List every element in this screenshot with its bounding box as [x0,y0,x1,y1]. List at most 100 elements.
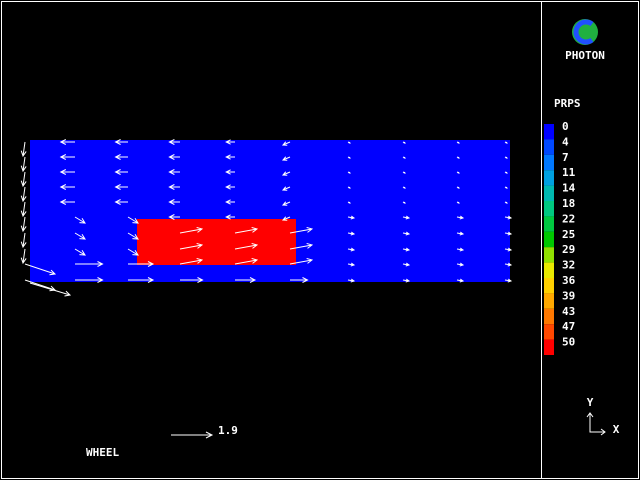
logo: PHOTON [565,19,605,62]
legend-swatch [544,185,554,201]
vector [456,247,465,252]
vector [456,231,465,236]
vector [456,215,465,220]
legend-label: 39 [562,289,575,302]
vector [289,226,314,234]
vector [504,171,508,174]
vector [402,215,411,220]
vector [402,201,406,204]
vector [20,141,27,158]
legend-swatch [544,339,554,355]
vector [20,186,27,203]
legend-label: 0 [562,120,569,133]
vector [347,186,351,189]
object-label: WHEEL [86,446,119,459]
vector [168,139,180,145]
vector [402,278,411,283]
vector [59,139,75,145]
legend-label: 43 [562,305,575,318]
vector [281,201,291,206]
vector [347,141,351,144]
vector [59,169,75,175]
legend-swatch [544,324,554,340]
vector [289,257,314,265]
legend-label: 25 [562,228,575,241]
vector [456,156,460,159]
vector [347,215,356,220]
vector [290,277,309,283]
vector [234,226,259,234]
vector [456,262,465,267]
vector [114,154,128,160]
vector [59,154,75,160]
vector [59,184,75,190]
vector [234,242,259,250]
vector [456,201,460,204]
vector [114,184,128,190]
axis-triad [586,412,606,436]
vector [281,216,291,221]
vector [456,141,460,144]
legend-swatch [544,231,554,248]
legend-title: PRPS [554,97,581,110]
vector [127,216,139,224]
vector [504,215,513,220]
vector [402,247,411,252]
vector [225,154,235,160]
axis-x-label: X [613,423,620,436]
vector [59,199,75,205]
wheel-block [137,219,296,265]
legend-swatch [544,154,554,171]
legend-swatch [544,262,554,278]
legend-swatch [544,293,554,309]
vector [168,199,180,205]
vector [114,169,128,175]
vector [402,141,406,144]
vector [289,242,314,250]
legend-swatch [544,139,554,155]
vector [168,154,180,160]
legend-label: 14 [562,182,576,195]
vector [504,231,513,236]
vector [402,156,406,159]
vector [225,169,235,175]
vector [74,216,86,224]
vector [347,201,351,204]
vector [504,278,513,283]
vector [20,216,27,233]
legend-swatch [544,308,554,325]
legend-label: 4 [562,135,569,148]
logo-c [573,19,594,45]
vector [20,171,27,188]
vector [347,156,351,159]
vector [168,184,180,190]
vector [504,186,508,189]
vector [74,232,86,240]
vector [281,156,291,161]
vector [180,277,204,283]
vector [235,277,257,283]
vector [281,186,291,191]
vector [24,263,57,276]
vector [20,201,27,218]
legend-label: 36 [562,274,576,287]
velocity-vectors [20,139,513,297]
vector [114,139,128,145]
vector [347,231,356,236]
vector [347,278,356,283]
vector [225,184,235,190]
legend-label: 32 [562,259,575,272]
vector [29,282,72,297]
vector [179,242,204,250]
scale-label: 1.9 [218,424,238,437]
vector [127,232,139,240]
legend-swatch [544,201,554,217]
vector [20,248,27,265]
vector [504,201,508,204]
legend-label: 7 [562,151,569,164]
vector [504,247,513,252]
legend-label: 29 [562,243,575,256]
vector [225,214,235,220]
